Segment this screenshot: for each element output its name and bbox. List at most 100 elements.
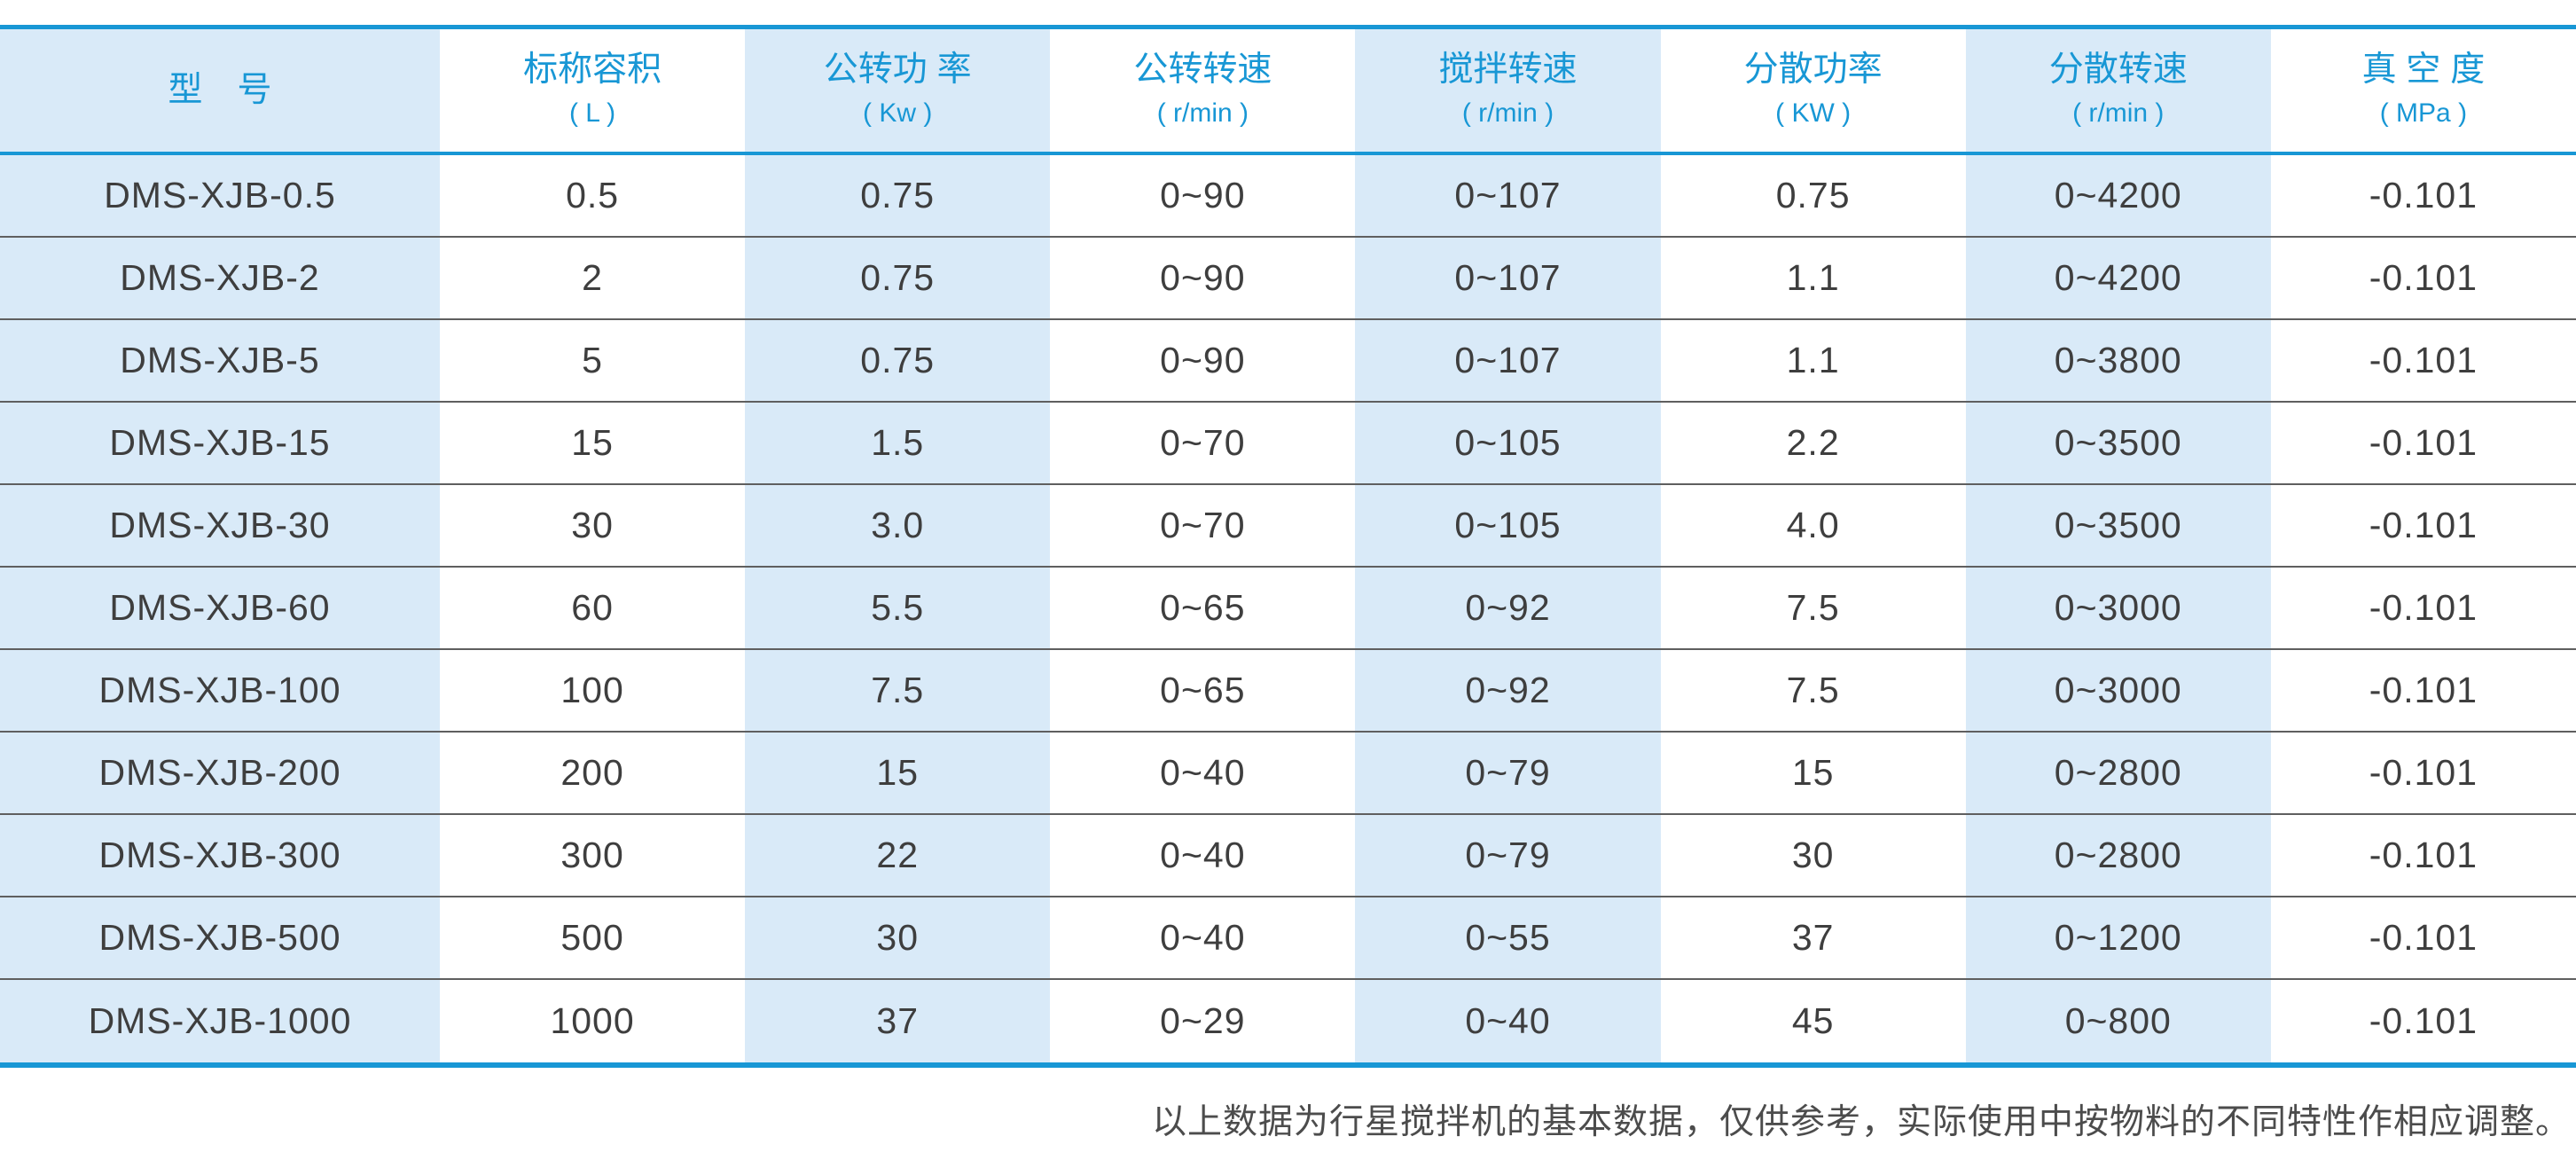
value-cell: 0~92: [1355, 650, 1661, 731]
value-cell: -0.101: [2270, 568, 2576, 648]
value-cell: 0~40: [1050, 733, 1356, 813]
value-cell: 30: [1660, 815, 1966, 896]
value-cell: 60: [440, 568, 746, 648]
column-header-label: 型 号: [168, 71, 272, 109]
value-cell: 0~107: [1355, 238, 1661, 318]
value-cell: 0~70: [1050, 485, 1356, 566]
value-cell: -0.101: [2270, 650, 2576, 731]
column-header-4: 搅拌转速 ( r/min ): [1355, 29, 1661, 152]
column-header-5: 分散功率 ( KW ): [1660, 29, 1966, 152]
value-cell: -0.101: [2270, 815, 2576, 896]
value-cell: 37: [1660, 897, 1966, 978]
footnote-text: 以上数据为行星搅拌机的基本数据，仅供参考，实际使用中按物料的不同特性作相应调整。: [1151, 1102, 2571, 1142]
column-header-label: 标称容积: [523, 51, 662, 89]
value-cell: 0~70: [1050, 403, 1356, 483]
table-row-DMS-XJB-200: DMS-XJB-200 200 15 0~40 0~79 15 0~2800 -0.101: [0, 733, 2576, 815]
value-cell: 1.5: [745, 403, 1051, 483]
table-row-DMS-XJB-30: DMS-XJB-30 30 3.0 0~70 0~105 4.0 0~3500 -0.101: [0, 485, 2576, 568]
value-cell: 0~65: [1050, 568, 1356, 648]
column-header-unit: ( MPa ): [2379, 98, 2468, 128]
table-row-DMS-XJB-1000: DMS-XJB-1000 1000 37 0~29 0~40 45 0~800 -0.101: [0, 980, 2576, 1062]
value-cell: 1.1: [1660, 238, 1966, 318]
value-cell: 0~40: [1355, 980, 1661, 1062]
table-row-DMS-XJB-15: DMS-XJB-15 15 1.5 0~70 0~105 2.2 0~3500 -0.101: [0, 403, 2576, 485]
value-cell: 0~105: [1355, 403, 1661, 483]
value-cell: 7.5: [745, 650, 1051, 731]
column-header-unit: ( L ): [568, 98, 616, 128]
value-cell: 0~29: [1050, 980, 1356, 1062]
value-cell: 300: [440, 815, 746, 896]
table-row-DMS-XJB-300: DMS-XJB-300 300 22 0~40 0~79 30 0~2800 -0.101: [0, 815, 2576, 897]
value-cell: 15: [1660, 733, 1966, 813]
column-header-6: 分散转速 ( r/min ): [1965, 29, 2271, 152]
value-cell: 22: [745, 815, 1051, 896]
column-header-7: 真 空 度 ( MPa ): [2270, 29, 2576, 152]
value-cell: 0.75: [745, 320, 1051, 401]
planetary-mixer-spec-table: 型 号 标称容积 ( L ) 公转功 率( Kw ) 公转转速( r/min ) 搅拌转速…: [0, 25, 2576, 1068]
value-cell: 0~3000: [1965, 650, 2271, 731]
value-cell: 3.0: [745, 485, 1051, 566]
value-cell: 45: [1660, 980, 1966, 1062]
column-header-3: 公转转速 ( r/min ): [1050, 29, 1356, 152]
value-cell: 0~3500: [1965, 485, 2271, 566]
value-cell: 30: [745, 897, 1051, 978]
value-cell: -0.101: [2270, 403, 2576, 483]
value-cell: 0~79: [1355, 815, 1661, 896]
model-cell: DMS-XJB-15: [0, 403, 440, 483]
value-cell: 0~107: [1355, 155, 1661, 236]
value-cell: 0~105: [1355, 485, 1661, 566]
value-cell: -0.101: [2270, 238, 2576, 318]
table-row-DMS-XJB-60: DMS-XJB-60 60 5.5 0~65 0~92 7.5 0~3000 -0.101: [0, 568, 2576, 650]
column-header-label: 公转功 率: [823, 51, 972, 89]
model-cell: DMS-XJB-2: [0, 238, 440, 318]
value-cell: 0~65: [1050, 650, 1356, 731]
value-cell: 0~800: [1965, 980, 2271, 1062]
value-cell: 0~1200: [1965, 897, 2271, 978]
column-header-unit: ( r/min ): [1156, 98, 1249, 128]
column-header-label: 真 空 度: [2361, 51, 2486, 89]
value-cell: 0.75: [745, 155, 1051, 236]
value-cell: 0~90: [1050, 320, 1356, 401]
column-header-label: 分散转速: [2048, 51, 2188, 89]
value-cell: -0.101: [2270, 320, 2576, 401]
column-header-1: 标称容积 ( L ): [440, 29, 746, 152]
value-cell: 0~79: [1355, 733, 1661, 813]
model-cell: DMS-XJB-5: [0, 320, 440, 401]
value-cell: 15: [440, 403, 746, 483]
value-cell: 0~2800: [1965, 815, 2271, 896]
value-cell: 0~90: [1050, 238, 1356, 318]
value-cell: 1000: [440, 980, 746, 1062]
value-cell: 37: [745, 980, 1051, 1062]
value-cell: 1.1: [1660, 320, 1966, 401]
value-cell: -0.101: [2270, 897, 2576, 978]
value-cell: 7.5: [1660, 650, 1966, 731]
model-cell: DMS-XJB-200: [0, 733, 440, 813]
column-header-unit: ( r/min ): [2072, 98, 2165, 128]
model-cell: DMS-XJB-60: [0, 568, 440, 648]
model-cell: DMS-XJB-0.5: [0, 155, 440, 236]
model-cell: DMS-XJB-300: [0, 815, 440, 896]
value-cell: 0~4200: [1965, 155, 2271, 236]
value-cell: 0~3500: [1965, 403, 2271, 483]
model-cell: DMS-XJB-30: [0, 485, 440, 566]
table-header-row: 型 号 标称容积 ( L ) 公转功 率( Kw ) 公转转速( r/min ) 搅拌转速…: [0, 29, 2576, 155]
model-cell: DMS-XJB-1000: [0, 980, 440, 1062]
value-cell: 0~2800: [1965, 733, 2271, 813]
value-cell: 5: [440, 320, 746, 401]
value-cell: 2: [440, 238, 746, 318]
value-cell: 0~90: [1050, 155, 1356, 236]
table-row-DMS-XJB-2: DMS-XJB-2 2 0.75 0~90 0~107 1.1 0~4200 -0.101: [0, 238, 2576, 320]
column-header-label: 分散功率: [1743, 51, 1883, 89]
value-cell: 7.5: [1660, 568, 1966, 648]
value-cell: 100: [440, 650, 746, 731]
value-cell: 0~3800: [1965, 320, 2271, 401]
model-cell: DMS-XJB-100: [0, 650, 440, 731]
value-cell: 0.5: [440, 155, 746, 236]
column-header-unit: ( KW ): [1775, 98, 1852, 128]
value-cell: 0.75: [1660, 155, 1966, 236]
value-cell: 0~107: [1355, 320, 1661, 401]
value-cell: 0.75: [745, 238, 1051, 318]
value-cell: 30: [440, 485, 746, 566]
column-header-2: 公转功 率 ( Kw ): [745, 29, 1051, 152]
value-cell: 200: [440, 733, 746, 813]
